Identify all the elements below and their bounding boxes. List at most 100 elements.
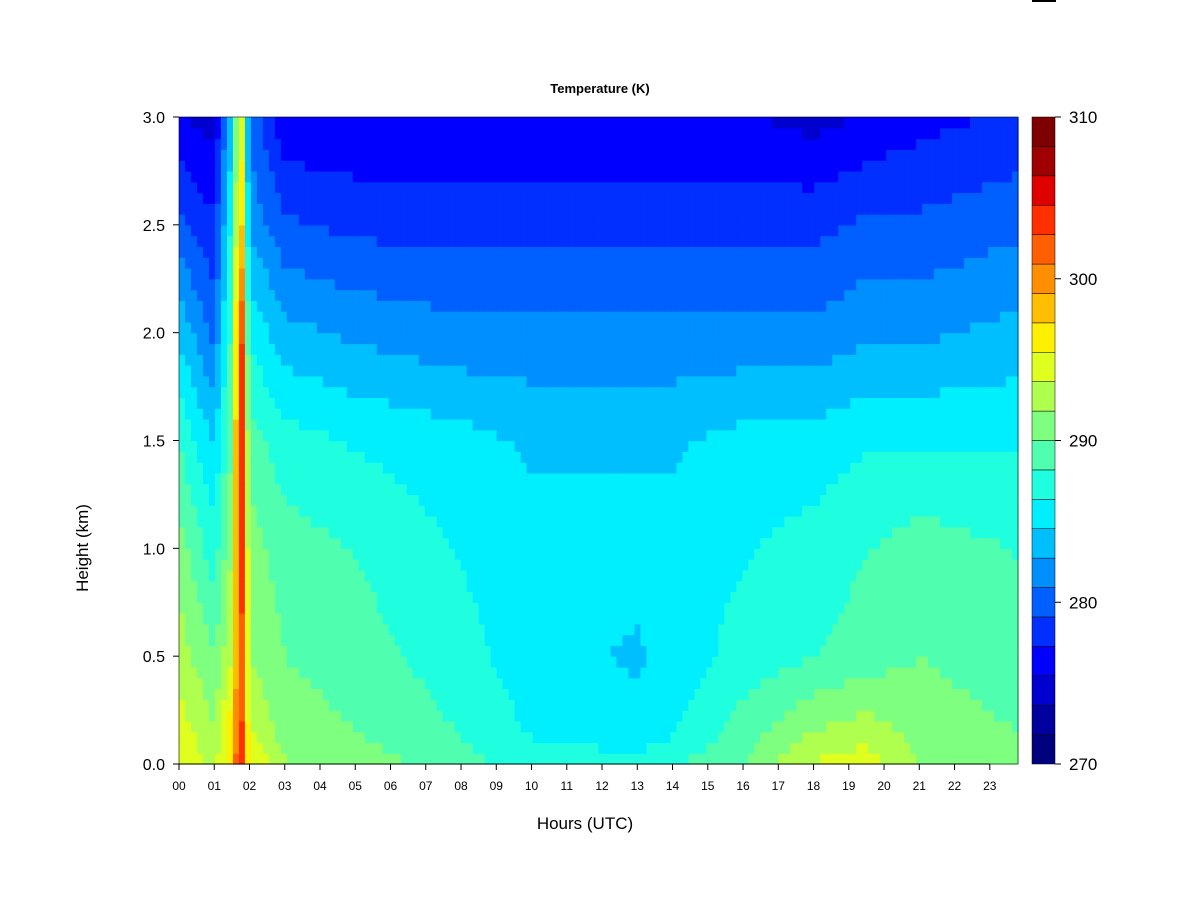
heatmap-cell [208, 408, 216, 420]
heatmap-cell [652, 710, 660, 722]
heatmap-cell [550, 559, 558, 571]
heatmap-cell [406, 483, 414, 496]
heatmap-cell [604, 613, 612, 625]
heatmap-cell [460, 429, 468, 442]
heatmap-cell [754, 634, 761, 646]
heatmap-cell [406, 440, 414, 452]
heatmap-cell [352, 418, 360, 431]
heatmap-cell [946, 742, 953, 754]
heatmap-cell [796, 537, 803, 549]
heatmap-cell [790, 526, 797, 539]
heatmap-cell [658, 440, 666, 452]
heatmap-cell [970, 742, 977, 754]
heatmap-cell [592, 666, 600, 679]
heatmap-cell [574, 634, 582, 646]
heatmap-cell [736, 613, 743, 625]
heatmap-cell [460, 753, 468, 765]
heatmap-cell [790, 548, 797, 560]
heatmap-cell [556, 602, 564, 614]
heatmap-cell [874, 569, 881, 582]
heatmap-cell [1006, 505, 1013, 517]
heatmap-cell [694, 526, 701, 539]
heatmap-cell [988, 645, 995, 657]
heatmap-cell [508, 548, 516, 560]
heatmap-cell [904, 688, 911, 700]
heatmap-cell [844, 656, 851, 668]
heatmap-cell [886, 688, 893, 700]
heatmap-cell [856, 451, 863, 463]
heatmap-cell [694, 462, 701, 474]
heatmap-cell [658, 731, 666, 744]
heatmap-cell [430, 580, 438, 593]
heatmap-cell [754, 408, 761, 420]
heatmap-cell [466, 731, 474, 744]
heatmap-cell [634, 720, 642, 733]
heatmap-cell [994, 731, 1001, 744]
heatmap-cell [1000, 720, 1007, 733]
heatmap-cell [220, 710, 228, 722]
heatmap-cell [976, 526, 983, 539]
heatmap-cell [874, 451, 881, 463]
heatmap-cell [670, 580, 677, 593]
heatmap-cell [316, 483, 324, 496]
heatmap-cell [418, 731, 426, 744]
heatmap-cell [688, 537, 695, 549]
heatmap-cell [400, 548, 408, 560]
heatmap-cell [1000, 591, 1007, 603]
heatmap-cell [526, 440, 534, 452]
heatmap-cell [610, 397, 618, 409]
heatmap-cell [922, 656, 929, 668]
heatmap-cell [838, 753, 845, 765]
heatmap-cell [292, 634, 300, 646]
heatmap-cell [940, 537, 947, 549]
heatmap-cell [190, 623, 198, 636]
heatmap-cell [640, 731, 648, 744]
heatmap-cell [646, 623, 654, 636]
heatmap-cell [640, 440, 648, 452]
heatmap-cell [832, 418, 839, 431]
heatmap-cell [328, 515, 336, 528]
heatmap-cell [844, 613, 851, 625]
heatmap-cell [190, 515, 198, 528]
heatmap-cell [844, 526, 851, 539]
heatmap-cell [388, 591, 396, 603]
heatmap-cell [382, 569, 390, 582]
heatmap-cell [664, 742, 672, 754]
heatmap-cell [748, 483, 755, 496]
heatmap-cell [778, 645, 785, 657]
heatmap-cell [670, 548, 677, 560]
heatmap-cell [718, 753, 725, 765]
heatmap-cell [748, 634, 755, 646]
heatmap-cell [316, 645, 324, 657]
heatmap-cell [622, 548, 630, 560]
heatmap-cell [328, 580, 336, 593]
heatmap-cell [1006, 623, 1013, 636]
heatmap-cell [934, 710, 941, 722]
heatmap-cell [514, 634, 522, 646]
heatmap-cell [424, 472, 432, 485]
heatmap-cell [304, 418, 312, 431]
heatmap-cell [754, 526, 761, 539]
heatmap-cell [832, 720, 839, 733]
heatmap-cell [946, 720, 953, 733]
heatmap-cell [179, 645, 186, 657]
heatmap-cell [754, 429, 761, 442]
heatmap-cell [280, 666, 288, 679]
heatmap-cell [736, 462, 743, 474]
heatmap-cell [448, 429, 456, 442]
heatmap-cell [478, 688, 486, 700]
heatmap-cell [466, 526, 474, 539]
heatmap-cell [988, 526, 995, 539]
heatmap-cell [784, 569, 791, 582]
heatmap-cell [838, 699, 845, 711]
heatmap-cell [502, 440, 510, 452]
heatmap-cell [994, 537, 1001, 549]
heatmap-cell [916, 483, 923, 496]
heatmap-cell [514, 537, 522, 549]
heatmap-cell [814, 483, 821, 496]
heatmap-cell [1000, 753, 1007, 765]
heatmap-cell [568, 580, 576, 593]
heatmap-cell [358, 720, 366, 733]
heatmap-cell [1006, 634, 1013, 646]
heatmap-cell [250, 375, 258, 388]
